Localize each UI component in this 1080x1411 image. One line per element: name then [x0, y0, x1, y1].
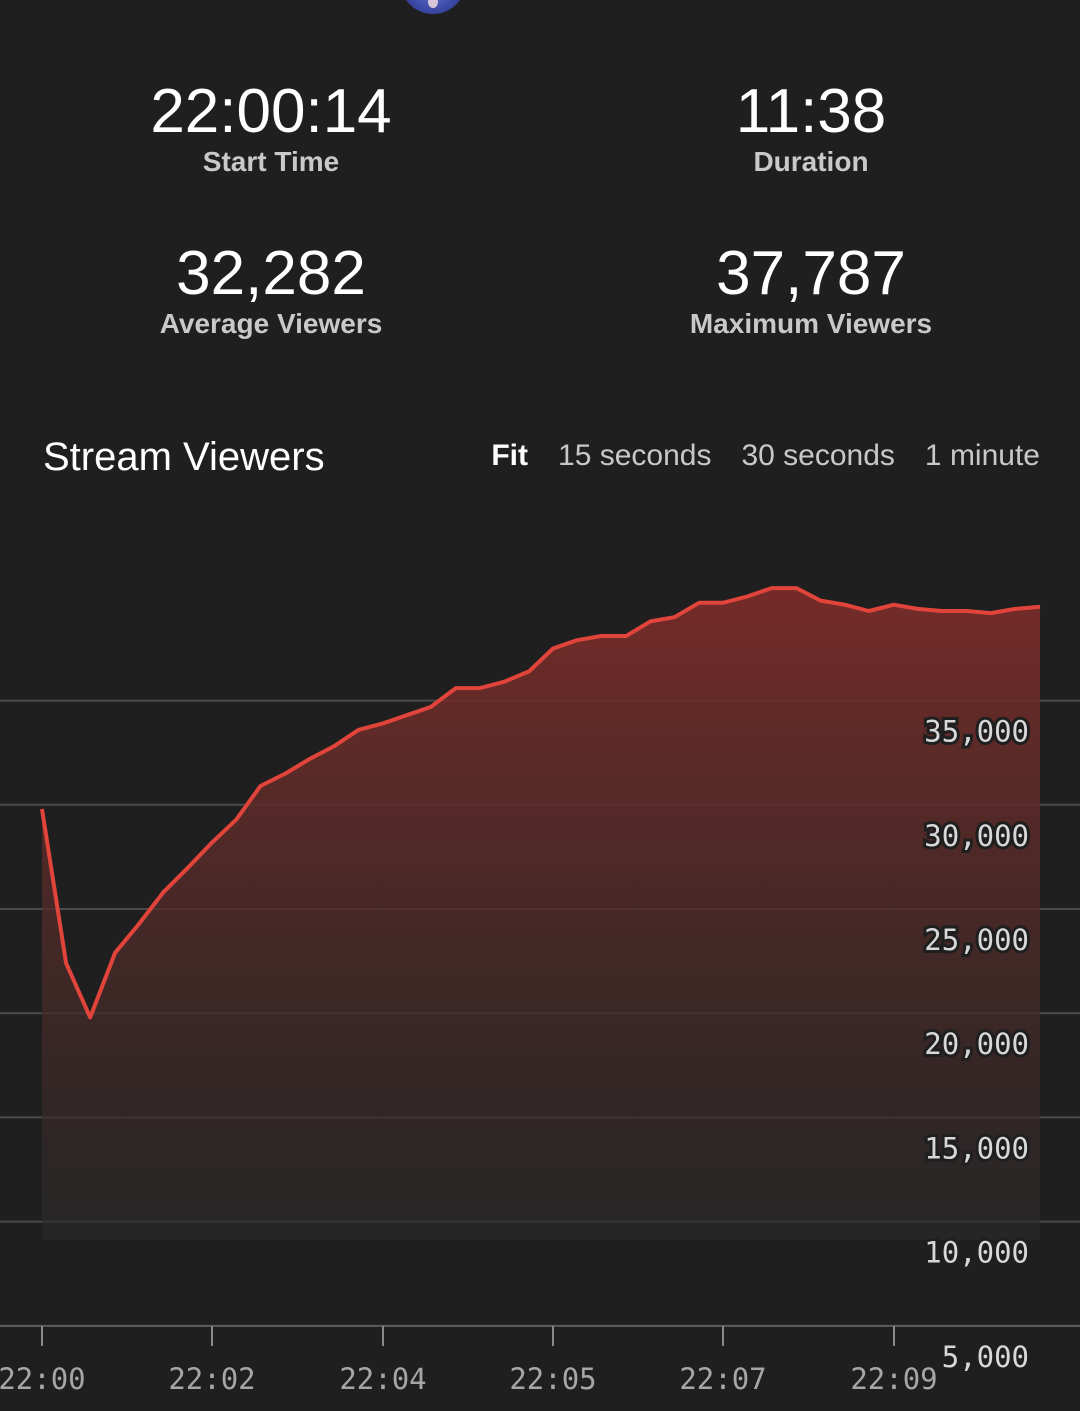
range-tab-fit[interactable]: Fit [491, 439, 529, 472]
y-tick-label: 25,000 [924, 923, 1029, 957]
range-tab-1-minute[interactable]: 1 minute [924, 439, 1040, 472]
range-tab-15-seconds[interactable]: 15 seconds [558, 439, 712, 472]
x-tick-label: 22:04 [339, 1362, 426, 1396]
x-tick-label: 22:00 [0, 1362, 86, 1396]
average-viewers-value: 32,282 [176, 239, 366, 308]
y-tick-label: 5,000 [942, 1340, 1029, 1374]
maximum-viewers-value: 37,787 [716, 239, 906, 308]
y-tick-label: 15,000 [924, 1131, 1029, 1165]
area-fill [42, 588, 1040, 1240]
stream-viewers-title: Stream Viewers [43, 435, 325, 479]
area-path [42, 588, 1040, 1240]
range-tab-30-seconds[interactable]: 30 seconds [741, 439, 895, 472]
duration-value: 11:38 [735, 77, 887, 146]
start-time-stat: 22:00:14 Start Time [91, 80, 451, 179]
maximum-viewers-label: Maximum Viewers [689, 308, 933, 339]
x-tick-label: 22:09 [850, 1362, 937, 1396]
time-range-tabs: Fit 15 seconds 30 seconds 1 minute [491, 438, 1040, 474]
start-time-value: 22:00:14 [150, 77, 392, 146]
series-line [40, 586, 1041, 1020]
duration-stat: 11:38 Duration [631, 80, 991, 179]
y-tick-label: 10,000 [924, 1236, 1029, 1270]
y-tick-label: 35,000 [924, 715, 1029, 749]
y-tick-label: 30,000 [924, 819, 1029, 853]
x-tick-label: 22:07 [679, 1362, 766, 1396]
duration-label: Duration [753, 146, 869, 177]
y-tick-label: 20,000 [924, 1027, 1029, 1061]
x-tick-label: 22:02 [168, 1362, 255, 1396]
y-axis-labels: 5,000 10,000 15,000 20,000 25,000 30,000 35,00… [921, 712, 1032, 1377]
average-viewers-label: Average Viewers [159, 308, 383, 339]
average-viewers-stat: 32,282 Average Viewers [91, 242, 451, 341]
x-tick-label: 22:05 [509, 1362, 596, 1396]
start-time-label: Start Time [202, 146, 340, 177]
maximum-viewers-stat: 37,787 Maximum Viewers [631, 242, 991, 341]
viewer-line [40, 586, 1041, 1020]
x-axis: 22:00 22:02 22:04 22:05 22:07 22:09 [0, 1325, 1080, 1396]
